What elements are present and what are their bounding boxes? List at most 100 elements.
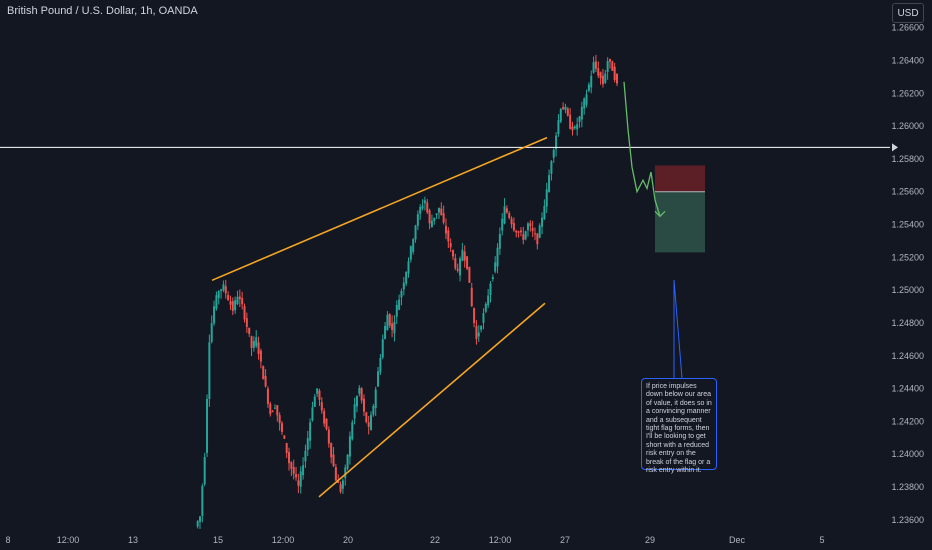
candle-body — [400, 290, 403, 298]
candle-body — [224, 286, 227, 294]
overlays — [0, 81, 898, 498]
candle-body — [437, 207, 440, 213]
candle-body — [407, 261, 410, 274]
candle-body — [419, 206, 422, 214]
candle-body — [295, 474, 298, 478]
price-tick-label: 1.24800 — [891, 318, 924, 328]
candle-body — [318, 390, 321, 400]
candle-body — [583, 98, 586, 109]
candle-body — [606, 61, 609, 73]
price-tick-label: 1.25000 — [891, 285, 924, 295]
candle-body — [271, 411, 274, 413]
candle-body — [541, 217, 544, 227]
time-tick-label: 27 — [560, 535, 570, 545]
candle-body — [498, 234, 501, 249]
candle-body — [213, 306, 216, 324]
candle-body — [428, 210, 431, 224]
candle-body — [241, 298, 244, 305]
candle-body — [566, 108, 569, 116]
price-axis: 1.26600 1.26400 1.26200 1.26000 1.25800 1.256… — [891, 23, 924, 525]
candle-body — [416, 214, 419, 226]
candle-body — [414, 225, 417, 240]
candle-body — [276, 405, 279, 416]
candle-body — [234, 300, 237, 311]
candle-body — [372, 405, 375, 415]
candle-body — [430, 220, 433, 228]
candle-body — [370, 414, 373, 430]
candle-body — [304, 450, 307, 462]
candle-body — [231, 301, 234, 311]
candle-body — [229, 301, 232, 305]
time-tick-label: 15 — [213, 535, 223, 545]
candle-body — [512, 223, 515, 231]
price-tick-label: 1.25400 — [891, 220, 924, 230]
candle-body — [367, 422, 370, 427]
candle-body — [227, 294, 230, 301]
candle-body — [262, 366, 265, 380]
candle-body — [409, 246, 412, 260]
candle-body — [604, 73, 607, 83]
upper-trendline — [211, 136, 548, 282]
price-tick-label: 1.24600 — [891, 351, 924, 361]
candle-body — [351, 422, 354, 440]
candle-body — [503, 206, 506, 224]
candle-body — [353, 404, 356, 419]
candle-body — [386, 314, 389, 331]
price-tick-label: 1.26400 — [891, 55, 924, 65]
candle-body — [283, 435, 286, 439]
candle-body — [477, 332, 480, 337]
candle-body — [330, 442, 333, 458]
candle-body — [555, 135, 558, 150]
candle-body — [313, 396, 316, 407]
candle-body — [489, 283, 492, 295]
candle-body — [316, 388, 319, 394]
candle-body — [379, 358, 382, 373]
note-pointer — [673, 279, 683, 379]
candle-body — [578, 116, 581, 122]
candle-body — [302, 465, 305, 476]
annotation-note[interactable]: If price impulses down below our area of… — [641, 378, 717, 474]
chart-title: British Pound / U.S. Dollar, 1h, OANDA — [7, 5, 198, 17]
candle-body — [196, 521, 199, 527]
price-tick-label: 1.26600 — [891, 23, 924, 33]
candle-body — [327, 429, 330, 444]
candle-body — [269, 403, 272, 415]
candle-body — [442, 213, 445, 223]
candle-body — [552, 149, 555, 158]
candle-body — [524, 231, 527, 240]
candle-body — [199, 516, 201, 522]
candle-body — [337, 481, 340, 484]
candle-body — [484, 303, 487, 312]
candle-body — [459, 258, 462, 276]
price-tick-label: 1.24200 — [891, 416, 924, 426]
candle-body — [608, 58, 611, 62]
currency-button[interactable]: USD — [892, 3, 924, 23]
candle-body — [468, 266, 471, 283]
candle-body — [564, 106, 567, 110]
candle-body — [496, 247, 499, 267]
candle-body — [264, 376, 267, 387]
candle-body — [365, 412, 368, 423]
candle-body — [391, 323, 394, 331]
candle-body — [475, 326, 478, 339]
price-tick-label: 1.24400 — [891, 384, 924, 394]
candle-body — [529, 223, 532, 227]
time-tick-label: 12:00 — [489, 535, 512, 545]
candle-body — [585, 94, 588, 105]
candle-body — [341, 480, 344, 489]
candle-body — [510, 218, 513, 225]
candle-body — [236, 296, 239, 304]
candle-body — [398, 299, 401, 310]
candle-body — [280, 423, 283, 432]
candle-body — [557, 120, 560, 134]
candle-body — [381, 339, 384, 358]
candle-body — [255, 337, 258, 346]
candle-body — [222, 284, 225, 291]
candle-body — [217, 291, 220, 299]
candle-body — [531, 228, 534, 232]
candle-body — [421, 205, 424, 209]
candle-body — [454, 258, 457, 269]
price-tick-label: 1.23600 — [891, 515, 924, 525]
price-tick-label: 1.25600 — [891, 187, 924, 197]
